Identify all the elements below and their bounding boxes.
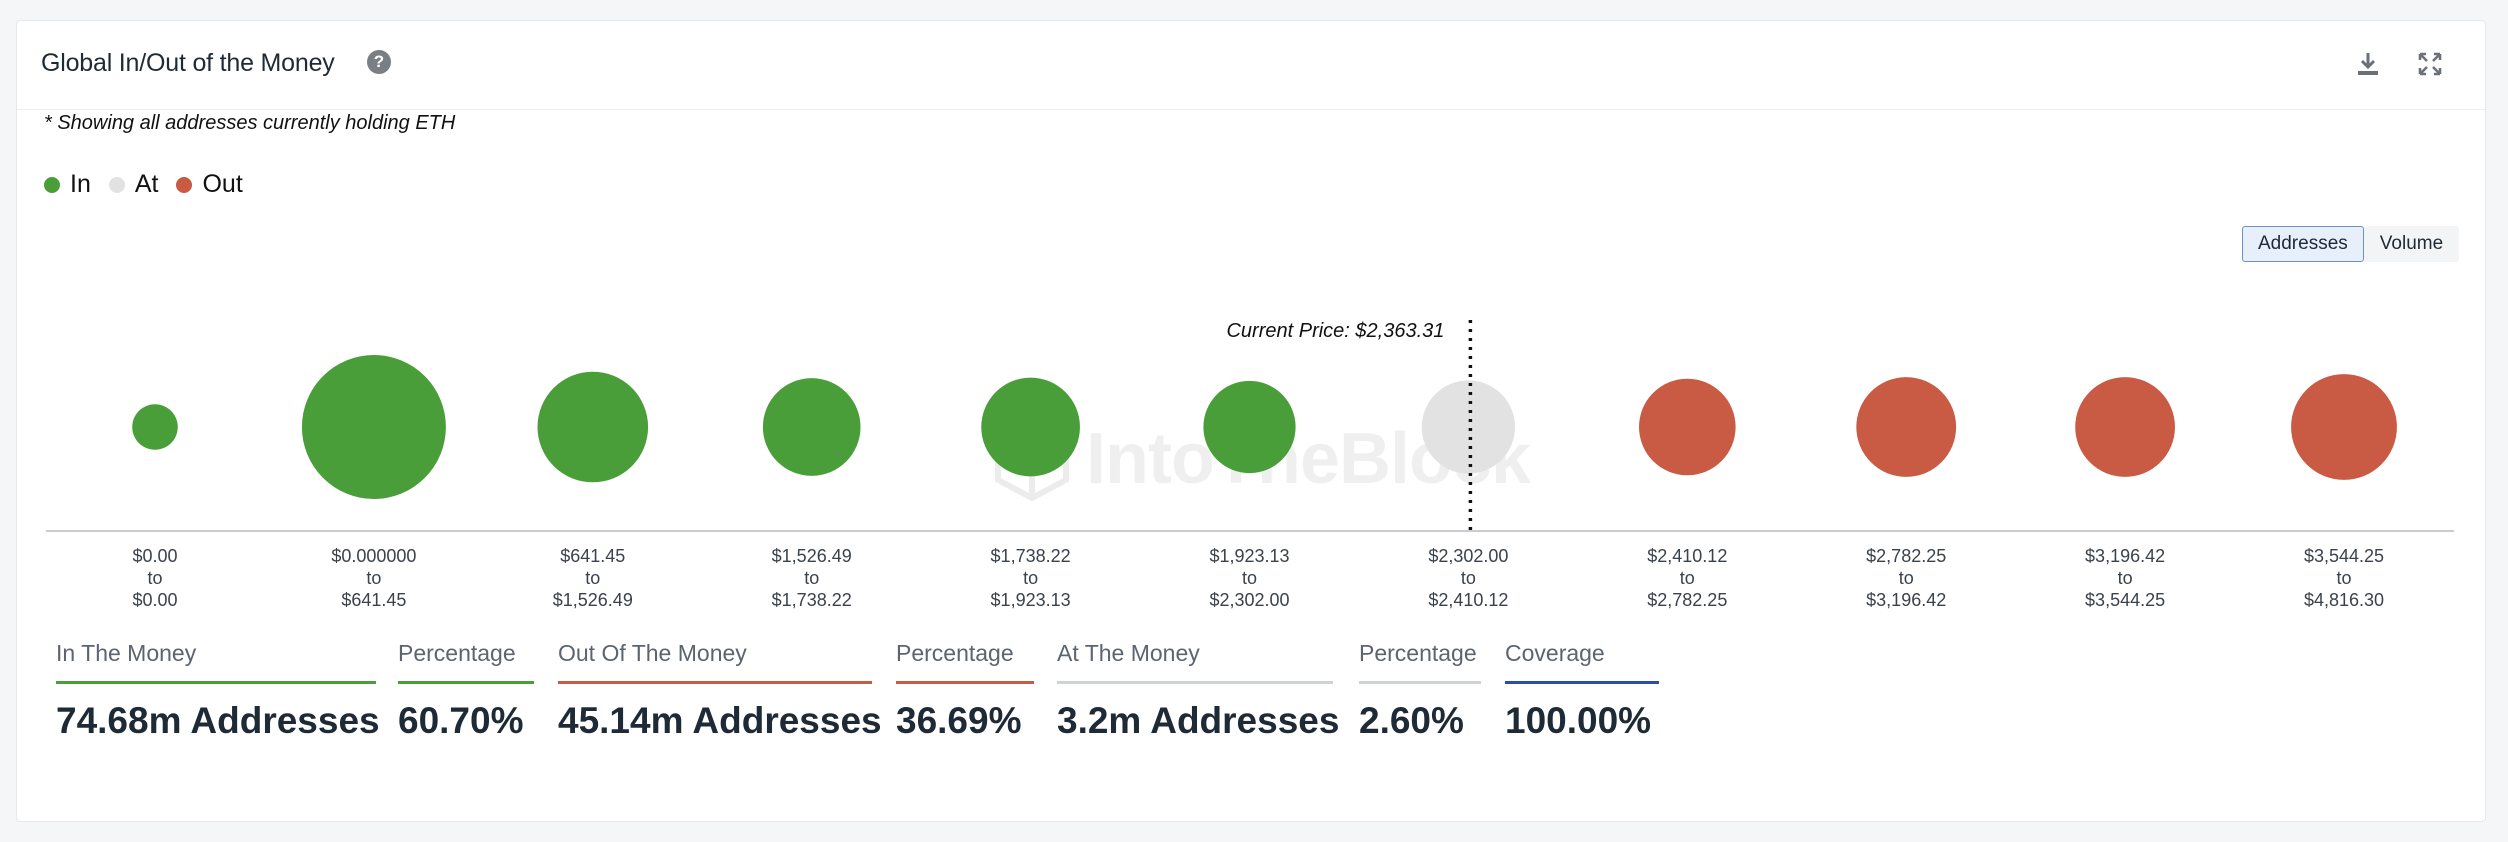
holding-note: * Showing all addresses currently holdin…: [44, 112, 456, 134]
stat-label: Percentage: [1359, 640, 1481, 684]
tick-label: $641.45: [341, 590, 406, 610]
tick-label: $0.000000: [331, 546, 416, 566]
legend-dot-out: [176, 176, 193, 193]
stat-value: 45.14m Addresses: [558, 700, 882, 741]
legend-label-at: At: [134, 170, 159, 198]
bubble-in[interactable]: [1203, 380, 1296, 474]
page-title: Global In/Out of the Money: [41, 49, 335, 77]
tick-label: to: [1680, 568, 1695, 588]
tick-label: $2,302.00: [1428, 546, 1508, 566]
metric-toggle: Addresses Volume: [2242, 226, 2460, 262]
legend-item-at[interactable]: At: [108, 170, 159, 199]
bubble-in[interactable]: [537, 371, 649, 483]
tick-label: $3,544.25: [2085, 590, 2165, 610]
stat-label: At The Money: [1057, 640, 1333, 684]
legend-item-in[interactable]: In: [44, 170, 91, 199]
tick-label: to: [1023, 568, 1038, 588]
legend-dot-in: [44, 176, 60, 193]
stat-in-the-money: In The Money 74.68m Addresses: [56, 640, 380, 742]
stat-value: 2.60%: [1359, 700, 1464, 741]
tick-label: $1,526.49: [772, 546, 852, 566]
bubble-out[interactable]: [2075, 377, 2175, 477]
legend-item-out[interactable]: Out: [176, 170, 243, 199]
tick-label: $2,410.12: [1647, 546, 1727, 566]
tick-label: $3,544.25: [2304, 546, 2384, 566]
tick-label: $2,782.25: [1647, 590, 1727, 610]
stat-at-the-money: At The Money 3.2m Addresses: [1057, 640, 1339, 742]
stat-value: 3.2m Addresses: [1057, 700, 1340, 741]
tick-label: to: [2118, 568, 2133, 588]
tick-label: to: [147, 568, 162, 588]
stat-at-percentage: Percentage 2.60%: [1359, 640, 1481, 742]
stat-out-of-the-money: Out Of The Money 45.14m Addresses: [558, 640, 882, 742]
tick-label: $4,816.30: [2304, 590, 2384, 610]
stat-label: In The Money: [56, 640, 376, 684]
current-price-label: Current Price: $2,363.31: [1226, 320, 1444, 342]
tick-label: $1,923.13: [991, 590, 1071, 610]
stat-value: 60.70%: [398, 700, 524, 741]
tick-label: $3,196.42: [1866, 590, 1946, 610]
tick-label: $0.00: [132, 590, 177, 610]
tick-label: $2,302.00: [1209, 590, 1289, 610]
legend: In At Out: [44, 170, 261, 199]
tick-label: $0.00: [132, 546, 177, 566]
tick-label: $1,738.22: [772, 590, 852, 610]
stat-value: 100.00%: [1505, 700, 1652, 741]
tick-label: $1,923.13: [1209, 546, 1289, 566]
volume-button[interactable]: Volume: [2363, 226, 2460, 262]
bubble-chart: $0.00to$0.00$0.000000to$641.45$641.45to$…: [46, 320, 2454, 610]
tick-label: $2,782.25: [1866, 546, 1946, 566]
tick-label: to: [366, 568, 381, 588]
tick-label: to: [804, 568, 819, 588]
tick-label: to: [585, 568, 600, 588]
stat-label: Percentage: [398, 640, 534, 684]
tick-label: to: [1899, 568, 1914, 588]
tick-label: $2,410.12: [1428, 590, 1508, 610]
bubble-out[interactable]: [1639, 378, 1736, 476]
bubble-in[interactable]: [762, 378, 861, 476]
tick-label: to: [2336, 568, 2351, 588]
expand-icon[interactable]: [2415, 49, 2445, 79]
legend-label-out: Out: [202, 170, 243, 198]
tick-label: to: [1461, 568, 1476, 588]
stat-label: Coverage: [1505, 640, 1659, 684]
tick-label: $641.45: [560, 546, 625, 566]
bubble-at[interactable]: [1421, 380, 1516, 474]
bubble-out[interactable]: [1856, 377, 1957, 477]
bubble-in[interactable]: [981, 377, 1080, 477]
bubble-out[interactable]: [2291, 374, 2397, 480]
stat-label: Percentage: [896, 640, 1034, 684]
download-icon[interactable]: [2353, 49, 2383, 79]
stat-in-percentage: Percentage 60.70%: [398, 640, 534, 742]
stat-out-percentage: Percentage 36.69%: [896, 640, 1034, 742]
card-header: Global In/Out of the Money ?: [17, 21, 2485, 110]
stat-value: 74.68m Addresses: [56, 700, 380, 741]
legend-label-in: In: [70, 170, 91, 198]
help-icon[interactable]: ?: [367, 50, 391, 74]
bubble-in[interactable]: [301, 355, 446, 499]
legend-dot-at: [108, 176, 125, 193]
stat-label: Out Of The Money: [558, 640, 872, 684]
addresses-button[interactable]: Addresses: [2242, 226, 2364, 262]
bubble-in[interactable]: [132, 404, 178, 450]
tick-label: to: [1242, 568, 1257, 588]
stat-coverage: Coverage 100.00%: [1505, 640, 1659, 742]
tick-label: $3,196.42: [2085, 546, 2165, 566]
tick-label: $1,738.22: [991, 546, 1071, 566]
stat-value: 36.69%: [896, 700, 1022, 741]
tick-label: $1,526.49: [553, 590, 633, 610]
